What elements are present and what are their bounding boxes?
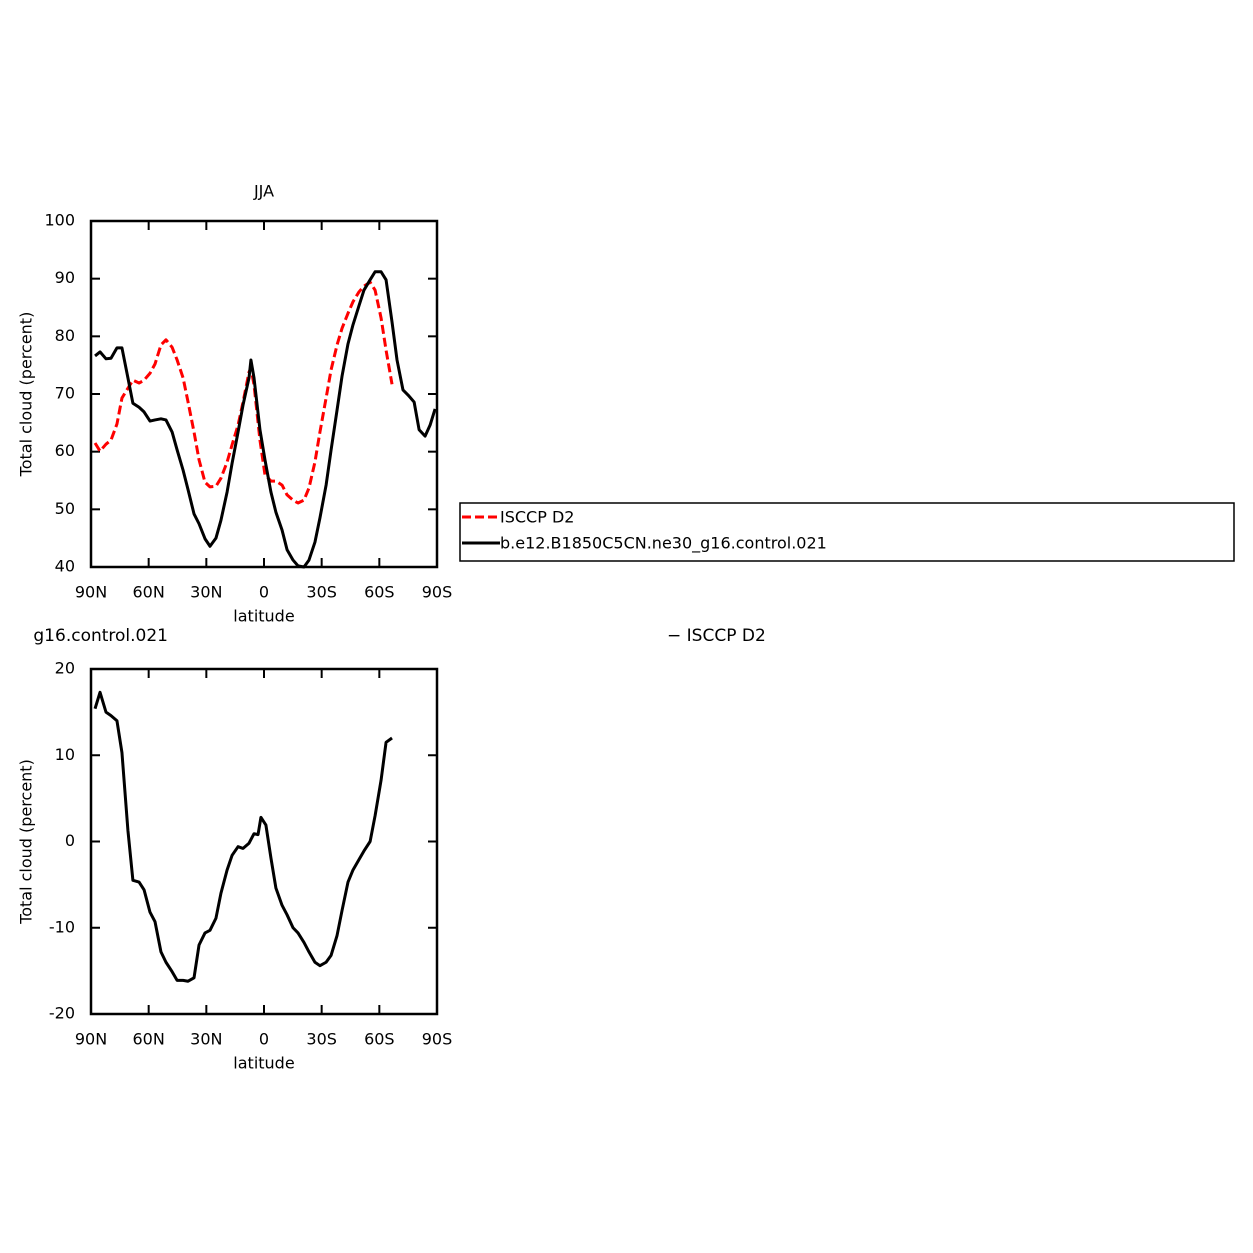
plot-frame — [89, 219, 439, 569]
y-tick-label: 20 — [55, 659, 75, 678]
x-tick-label: 60S — [364, 583, 395, 602]
x-tick-label: 60S — [364, 1030, 395, 1049]
x-tick-label: 30S — [306, 583, 337, 602]
y-axis-label: Total cloud (percent) — [17, 759, 36, 925]
y-tick-label: 0 — [65, 831, 75, 850]
y-axis-label: Total cloud (percent) — [17, 312, 36, 478]
plot-frame — [89, 667, 439, 1016]
y-tick-label: 10 — [55, 745, 75, 764]
legend-label: ISCCP D2 — [500, 508, 574, 527]
x-tick-label: 90N — [75, 1030, 107, 1049]
legend-label: b.e12.B1850C5CN.ne30_g16.control.021 — [500, 534, 827, 554]
x-axis-label: latitude — [233, 1054, 294, 1073]
chart-title-left: g16.control.021 — [33, 626, 168, 646]
x-tick-label: 90S — [422, 583, 453, 602]
x-tick-label: 90S — [422, 1030, 453, 1049]
chart-title: JJA — [253, 182, 274, 201]
y-tick-label: 40 — [55, 557, 75, 576]
y-tick-label: 80 — [55, 326, 75, 345]
x-tick-label: 0 — [259, 1030, 269, 1049]
x-tick-label: 30N — [190, 1030, 222, 1049]
chart-title-right: − ISCCP D2 — [667, 626, 766, 646]
y-tick-label: 60 — [55, 441, 75, 460]
x-tick-label: 60N — [133, 583, 165, 602]
series-line — [94, 270, 437, 569]
y-tick-label: -20 — [49, 1004, 75, 1023]
x-tick-label: 90N — [75, 583, 107, 602]
x-tick-label: 60N — [133, 1030, 165, 1049]
series-line — [93, 690, 393, 983]
y-tick-label: -10 — [49, 917, 75, 936]
x-tick-label: 30N — [190, 583, 222, 602]
series-line — [93, 280, 394, 505]
x-axis-label: latitude — [233, 607, 294, 626]
y-tick-label: 100 — [44, 211, 75, 230]
y-tick-label: 70 — [55, 384, 75, 403]
legend-box — [459, 502, 1235, 562]
x-tick-label: 0 — [259, 583, 269, 602]
y-tick-label: 50 — [55, 499, 75, 518]
x-tick-label: 30S — [306, 1030, 337, 1049]
y-tick-label: 90 — [55, 268, 75, 287]
